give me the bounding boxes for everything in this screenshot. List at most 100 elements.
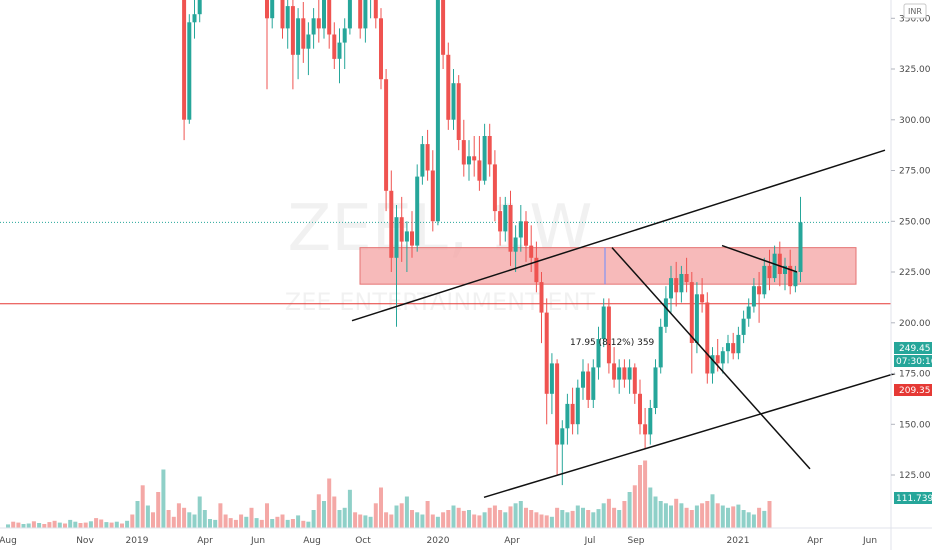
last-price-tag: 249.45 <box>894 342 932 354</box>
candle-body <box>430 170 435 222</box>
trendline[interactable] <box>611 247 811 470</box>
candle <box>741 310 746 344</box>
volume-bar <box>700 503 705 529</box>
volume-bar <box>715 503 720 529</box>
volume-bar <box>161 469 166 528</box>
volume-bar <box>99 519 104 529</box>
volume-bar <box>555 507 560 529</box>
candle <box>441 0 446 69</box>
candle <box>606 298 611 374</box>
trendline[interactable] <box>483 372 896 499</box>
candle <box>663 286 668 333</box>
volume-bar <box>472 514 477 528</box>
candle-body <box>373 0 378 19</box>
candle-body <box>451 83 456 120</box>
candle-body <box>363 0 368 29</box>
candle <box>384 69 389 212</box>
volume-bar <box>415 512 420 529</box>
volume-bar <box>643 460 648 528</box>
volume-bar <box>275 516 280 529</box>
candle <box>435 0 440 226</box>
candle-body <box>327 0 332 35</box>
volume-bar <box>347 489 352 529</box>
candle-body <box>472 156 477 161</box>
volume-bar <box>156 492 161 528</box>
currency-badge[interactable]: INR <box>903 3 927 19</box>
volume-bar <box>513 503 518 529</box>
volume-bar <box>492 505 497 528</box>
candle-body <box>296 18 301 55</box>
candle-body <box>793 272 798 287</box>
trendline[interactable] <box>721 244 798 273</box>
candle <box>347 0 352 35</box>
volume-bar <box>694 505 699 528</box>
y-tick-label: 325.00 <box>899 65 931 75</box>
candle-body <box>679 274 684 293</box>
volume-bar <box>477 515 482 528</box>
volume-bar <box>373 503 378 529</box>
candle-body <box>606 306 611 364</box>
candle <box>674 261 679 307</box>
candle <box>575 379 580 435</box>
candle-body <box>265 0 269 19</box>
candle <box>477 136 482 191</box>
volume-bar <box>192 514 197 528</box>
candle <box>508 190 513 266</box>
time-axis[interactable]: Aug Nov 2019 Apr Jun Aug Oct 2020 Apr Jul Sep 2021 A… <box>0 536 877 546</box>
candle <box>379 8 383 90</box>
volume-bar <box>296 515 301 528</box>
candle-body <box>767 265 772 279</box>
volume-bar <box>539 514 544 528</box>
candle-body <box>534 257 539 283</box>
volume-bar <box>31 521 36 529</box>
volume-bar <box>265 503 269 529</box>
x-tick-label: Aug <box>0 536 17 546</box>
candle <box>689 272 694 374</box>
candle-body <box>586 371 591 400</box>
volume-bar <box>363 515 368 528</box>
volume-bar <box>575 505 580 528</box>
candle <box>648 399 653 445</box>
candle <box>487 123 492 177</box>
price-axis[interactable]: 125.00 150.00 175.00 200.00 225.00 250.00 275.… <box>891 14 931 481</box>
volume-bar <box>658 501 663 528</box>
x-tick-label: 2019 <box>126 536 149 546</box>
candle-body <box>601 306 606 339</box>
candle-body <box>410 231 414 246</box>
candle-body <box>658 326 663 368</box>
volume-bar <box>368 516 373 529</box>
candle-body <box>435 0 440 222</box>
candle-body <box>347 0 352 29</box>
candle-body <box>306 34 311 49</box>
candle <box>446 42 451 130</box>
candle-body <box>316 18 321 29</box>
volume-bar <box>208 519 212 528</box>
volume-bar <box>684 507 689 529</box>
candle-body <box>581 371 585 388</box>
candle <box>632 363 637 404</box>
x-tick-label: Apr <box>197 536 213 546</box>
candle-body <box>783 265 787 274</box>
volume-bar <box>52 520 57 528</box>
y-tick-label: 250.00 <box>899 217 931 227</box>
candle <box>290 0 295 90</box>
candle-body <box>342 28 347 43</box>
candle <box>622 359 627 388</box>
candle <box>430 150 435 232</box>
volume-bar <box>285 519 290 528</box>
countdown-value: 07:30:16 <box>896 357 932 367</box>
candle <box>731 332 736 360</box>
y-tick-label: 175.00 <box>899 370 931 380</box>
price-candles <box>182 0 803 486</box>
volume-bar <box>270 519 275 528</box>
candle <box>591 359 596 408</box>
volume-bar <box>648 487 653 528</box>
x-tick-label: Nov <box>76 536 94 546</box>
trendline[interactable] <box>351 149 886 322</box>
candle-body <box>674 278 679 293</box>
volume-bar <box>679 503 684 529</box>
candle-body <box>772 253 777 279</box>
volume-bar <box>487 507 492 529</box>
volume-bar <box>73 521 78 528</box>
